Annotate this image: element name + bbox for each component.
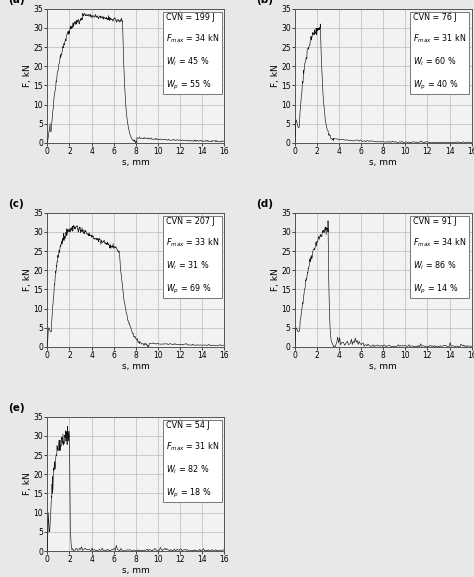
X-axis label: s, mm: s, mm bbox=[122, 158, 150, 167]
Text: CVN = 54 J

$F_{max}$ = 31 kN

$W_i$ = 82 %

$W_p$ = 18 %: CVN = 54 J $F_{max}$ = 31 kN $W_i$ = 82 … bbox=[165, 421, 219, 500]
Y-axis label: F, kN: F, kN bbox=[271, 65, 280, 87]
Text: (b): (b) bbox=[256, 0, 273, 5]
Text: CVN = 199 J

$F_{max}$ = 34 kN

$W_i$ = 45 %

$W_p$ = 55 %: CVN = 199 J $F_{max}$ = 34 kN $W_i$ = 45… bbox=[165, 13, 219, 92]
Text: (c): (c) bbox=[9, 198, 24, 209]
Text: (a): (a) bbox=[9, 0, 25, 5]
Y-axis label: F, kN: F, kN bbox=[271, 268, 280, 291]
Y-axis label: F, kN: F, kN bbox=[23, 268, 32, 291]
Y-axis label: F, kN: F, kN bbox=[23, 65, 32, 87]
Text: CVN = 76 J

$F_{max}$ = 31 kN

$W_i$ = 60 %

$W_p$ = 40 %: CVN = 76 J $F_{max}$ = 31 kN $W_i$ = 60 … bbox=[413, 13, 466, 92]
Y-axis label: F, kN: F, kN bbox=[23, 473, 32, 495]
Text: (d): (d) bbox=[256, 198, 273, 209]
X-axis label: s, mm: s, mm bbox=[122, 362, 150, 371]
Text: (e): (e) bbox=[9, 403, 25, 413]
X-axis label: s, mm: s, mm bbox=[369, 158, 397, 167]
X-axis label: s, mm: s, mm bbox=[369, 362, 397, 371]
Text: CVN = 91 J

$F_{max}$ = 34 kN

$W_i$ = 86 %

$W_p$ = 14 %: CVN = 91 J $F_{max}$ = 34 kN $W_i$ = 86 … bbox=[413, 217, 466, 295]
Text: CVN = 207 J

$F_{max}$ = 33 kN

$W_i$ = 31 %

$W_p$ = 69 %: CVN = 207 J $F_{max}$ = 33 kN $W_i$ = 31… bbox=[165, 217, 219, 295]
X-axis label: s, mm: s, mm bbox=[122, 566, 150, 575]
